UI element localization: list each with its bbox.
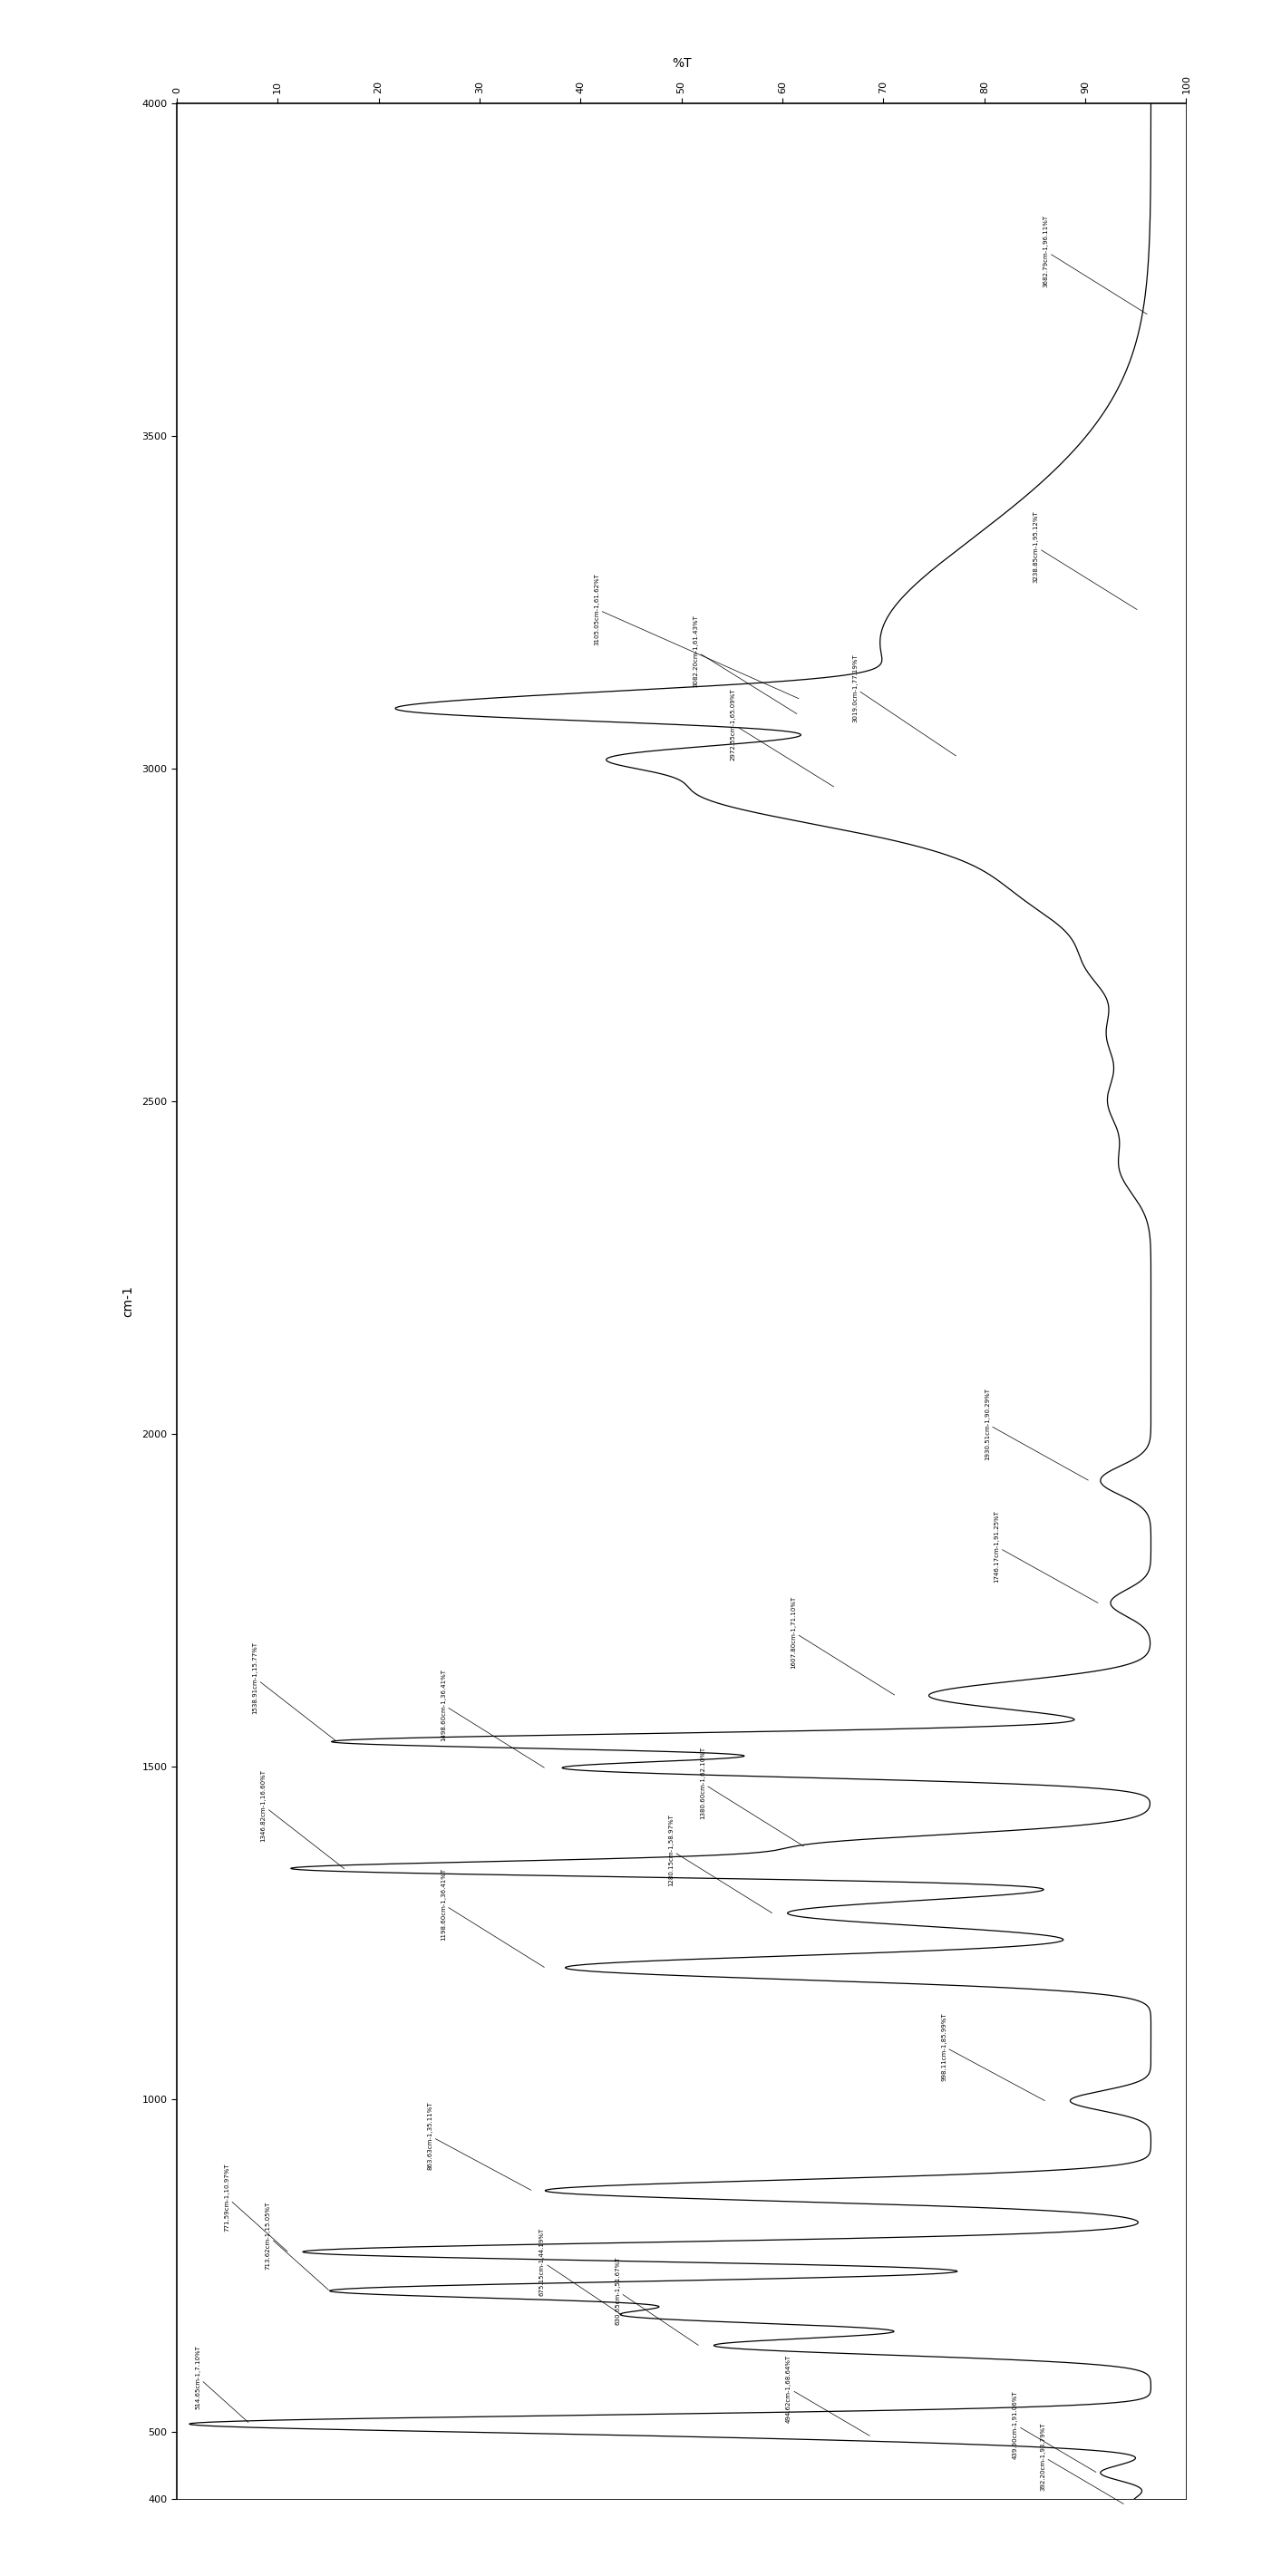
Text: 439.90cm-1,91.06%T: 439.90cm-1,91.06%T	[1012, 2391, 1095, 2473]
Text: 3682.79cm-1,96.11%T: 3682.79cm-1,96.11%T	[1044, 214, 1147, 314]
Text: 998.11cm-1,85.99%T: 998.11cm-1,85.99%T	[941, 2012, 1045, 2099]
Text: 3238.85cm-1,95.12%T: 3238.85cm-1,95.12%T	[1034, 510, 1137, 611]
Text: 1746.17cm-1,91.25%T: 1746.17cm-1,91.25%T	[994, 1510, 1098, 1602]
Text: 1346.82cm-1,16.60%T: 1346.82cm-1,16.60%T	[261, 1770, 345, 1868]
Text: 713.62cm-1,15.05%T: 713.62cm-1,15.05%T	[265, 2202, 328, 2290]
X-axis label: %T: %T	[671, 57, 692, 70]
Text: 514.65cm-1,7.10%T: 514.65cm-1,7.10%T	[196, 2344, 249, 2421]
Text: 1930.51cm-1,90.29%T: 1930.51cm-1,90.29%T	[984, 1388, 1088, 1481]
Y-axis label: cm-1: cm-1	[121, 1285, 134, 1316]
Text: 1380.60cm-1,62.10%T: 1380.60cm-1,62.10%T	[700, 1747, 804, 1847]
Text: 494.62cm-1,68.64%T: 494.62cm-1,68.64%T	[786, 2354, 870, 2437]
Text: 3019.0cm-1,77.19%T: 3019.0cm-1,77.19%T	[852, 654, 957, 755]
Text: 3082.20cm-1,61.43%T: 3082.20cm-1,61.43%T	[693, 616, 796, 714]
Text: 1280.15cm-1,58.97%T: 1280.15cm-1,58.97%T	[669, 1814, 772, 1914]
Text: 3105.05cm-1,61.62%T: 3105.05cm-1,61.62%T	[594, 572, 799, 698]
Text: 1198.60cm-1,36.41%T: 1198.60cm-1,36.41%T	[440, 1868, 544, 1968]
Text: 630.65cm-1,51.67%T: 630.65cm-1,51.67%T	[615, 2257, 698, 2344]
Text: 771.59cm-1,10.97%T: 771.59cm-1,10.97%T	[225, 2164, 288, 2251]
Text: 1607.80cm-1,71.10%T: 1607.80cm-1,71.10%T	[791, 1595, 895, 1695]
Text: 863.63cm-1,35.11%T: 863.63cm-1,35.11%T	[428, 2102, 531, 2190]
Text: 1538.91cm-1,15.77%T: 1538.91cm-1,15.77%T	[252, 1641, 336, 1741]
Text: 392.20cm-1,93.79%T: 392.20cm-1,93.79%T	[1040, 2421, 1123, 2504]
Text: 2972.55cm-1,65.09%T: 2972.55cm-1,65.09%T	[731, 688, 834, 786]
Text: 1498.60cm-1,36.41%T: 1498.60cm-1,36.41%T	[440, 1669, 544, 1767]
Text: 675.15cm-1,44.19%T: 675.15cm-1,44.19%T	[539, 2228, 623, 2316]
